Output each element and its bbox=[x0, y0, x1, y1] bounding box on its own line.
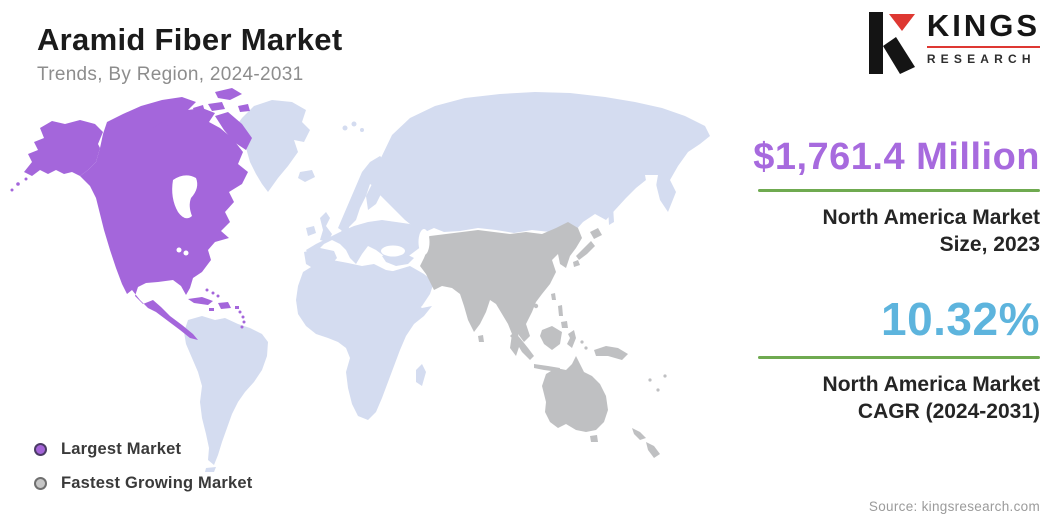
logo-brand-sub: RESEARCH bbox=[926, 51, 1036, 66]
header: Aramid Fiber Market Trends, By Region, 2… bbox=[37, 22, 342, 86]
legend-label: Largest Market bbox=[61, 440, 182, 458]
water-overlays bbox=[172, 175, 658, 257]
market-size-value: $1,761.4 Million bbox=[753, 136, 1040, 178]
kings-research-logo: KINGS RESEARCH bbox=[863, 8, 1040, 76]
logo-divider bbox=[926, 45, 1040, 48]
cagr-label: North America Market CAGR (2024-2031) bbox=[822, 372, 1040, 423]
logo-brand: KINGS bbox=[926, 8, 1040, 43]
stat-market-size: $1,761.4 Million North America Market Si… bbox=[748, 136, 1040, 258]
region-asia-pacific bbox=[420, 222, 667, 458]
stat-divider bbox=[758, 189, 1040, 192]
world-map-svg bbox=[10, 88, 710, 472]
cagr-value: 10.32% bbox=[880, 293, 1040, 345]
world-map bbox=[10, 80, 720, 480]
page-subtitle: Trends, By Region, 2024-2031 bbox=[37, 64, 304, 85]
legend-item-fastest: Fastest Growing Market bbox=[33, 474, 252, 493]
legend-label: Fastest Growing Market bbox=[61, 474, 253, 492]
map-legend: Largest Market Fastest Growing Market bbox=[33, 440, 252, 508]
fastest-growing-dot-icon bbox=[34, 477, 47, 490]
source-credit: Source: kingsresearch.com bbox=[868, 499, 1040, 514]
market-size-label: North America Market Size, 2023 bbox=[822, 205, 1040, 256]
region-north-america bbox=[10, 88, 252, 340]
largest-market-dot-icon bbox=[34, 443, 47, 456]
kings-k-mark-icon bbox=[868, 12, 915, 74]
stat-divider bbox=[758, 356, 1040, 359]
region-rest-of-world bbox=[184, 92, 710, 472]
page-title: Aramid Fiber Market bbox=[37, 22, 343, 57]
legend-item-largest: Largest Market bbox=[33, 440, 252, 459]
stat-cagr: 10.32% North America Market CAGR (2024-2… bbox=[748, 292, 1040, 425]
logo-text: KINGS RESEARCH bbox=[926, 8, 1040, 66]
